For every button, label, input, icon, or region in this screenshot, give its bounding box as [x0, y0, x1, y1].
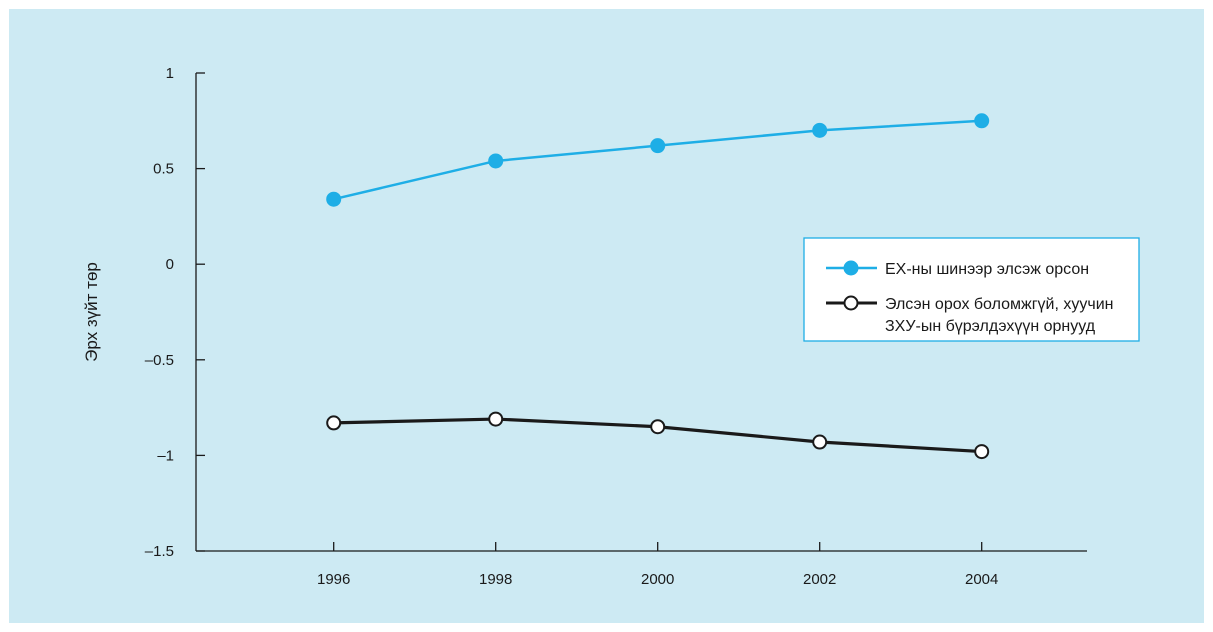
chart-panel: 1 0.5 0 –0.5 –1 –1.5 1996 1998 2000 2002 2004 Эрх…: [9, 9, 1204, 623]
legend-label: ЗХУ-ын бүрэлдэхүүн орнууд: [885, 318, 1096, 335]
x-tick-label: 2002: [803, 571, 836, 588]
y-axis-title: Эрх зүйт төр: [82, 262, 101, 362]
y-ticks: 1 0.5 0 –0.5 –1 –1.5: [145, 65, 205, 560]
x-tick-label: 2000: [641, 571, 674, 588]
legend-entry: Элсэн орох боломжгүй, хуучин ЗХУ-ын бүрэл…: [826, 295, 1114, 335]
data-point: [812, 122, 828, 138]
legend-entry: ЕХ-ны шинээр элсэж орсон: [826, 260, 1089, 278]
data-point: [812, 434, 828, 450]
data-point: [974, 113, 990, 129]
legend-label: ЕХ-ны шинээр элсэж орсон: [885, 261, 1089, 278]
data-point: [650, 419, 666, 435]
data-point: [488, 411, 504, 427]
legend-swatch-marker: [843, 260, 859, 276]
data-point: [326, 191, 342, 207]
series-line: [333, 119, 982, 201]
axes: [195, 73, 1087, 552]
y-tick-label: –1: [157, 447, 174, 464]
legend-label: Элсэн орох боломжгүй, хуучин: [885, 296, 1114, 313]
x-ticks: 1996 1998 2000 2002 2004: [317, 542, 998, 588]
y-tick-label: 1: [166, 65, 174, 82]
data-point: [974, 444, 990, 460]
series-layer: [326, 113, 990, 460]
data-point: [488, 153, 504, 169]
y-tick-label: –0.5: [145, 352, 174, 369]
series-2: [326, 411, 990, 460]
data-point: [650, 138, 666, 154]
legend-swatch-marker: [843, 295, 859, 311]
data-point: [326, 415, 342, 431]
line-chart: 1 0.5 0 –0.5 –1 –1.5 1996 1998 2000 2002 2004 Эрх…: [82, 65, 1140, 588]
y-tick-label: 0.5: [153, 161, 174, 178]
y-tick-label: –1.5: [145, 543, 174, 560]
x-tick-label: 1998: [479, 571, 512, 588]
x-tick-label: 2004: [965, 571, 998, 588]
legend: ЕХ-ны шинээр элсэж орсон Элсэн орох болом…: [803, 237, 1140, 342]
series-1: [326, 113, 990, 207]
legend-box: [803, 237, 1140, 342]
y-tick-label: 0: [166, 256, 174, 273]
x-tick-label: 1996: [317, 571, 350, 588]
